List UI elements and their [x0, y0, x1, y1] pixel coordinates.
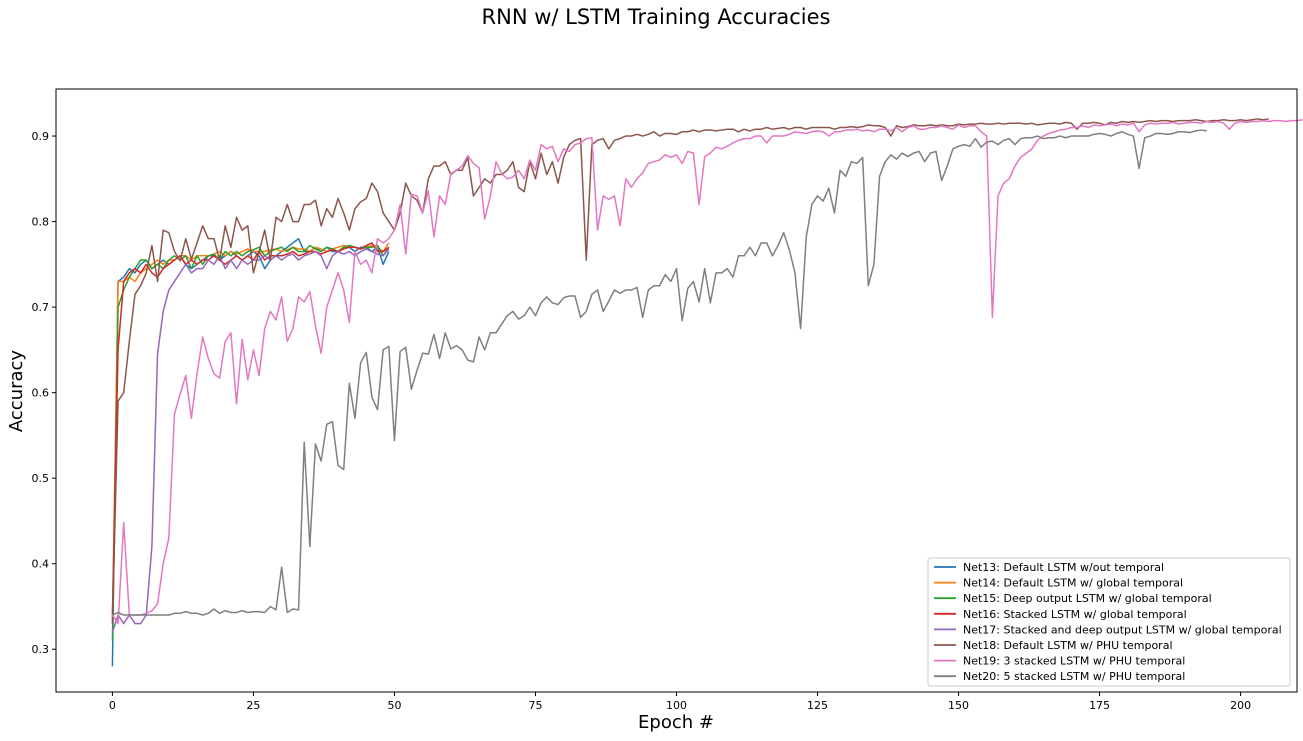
legend-box	[927, 557, 1291, 687]
y-tick-label: 0.5	[32, 472, 50, 485]
y-tick-label: 0.3	[32, 643, 50, 656]
series-line-8	[112, 129, 1207, 616]
y-tick-label: 0.8	[32, 216, 50, 229]
legend-label-5: Net17: Stacked and deep output LSTM w/ g…	[963, 623, 1282, 636]
x-tick-label: 25	[246, 699, 260, 712]
x-axis-title: Epoch #	[638, 712, 714, 733]
y-tick-label: 0.4	[32, 558, 50, 571]
y-tick-label: 0.9	[32, 130, 50, 143]
legend-label-6: Net18: Default LSTM w/ PHU temporal	[963, 639, 1173, 652]
x-ticks: 0 25 50 75 100 125 150 175 200	[109, 692, 1251, 712]
legend-label-1: Net13: Default LSTM w/out temporal	[963, 561, 1164, 574]
y-tick-label: 0.7	[32, 301, 50, 314]
legend-label-7: Net19: 3 stacked LSTM w/ PHU temporal	[963, 655, 1185, 668]
legend-label-2: Net14: Default LSTM w/ global temporal	[963, 577, 1183, 590]
series-line-6	[111, 118, 1269, 624]
series-line-1	[111, 237, 390, 667]
series-line-3	[111, 244, 390, 641]
x-tick-label: 125	[807, 699, 828, 712]
x-tick-label: 50	[387, 699, 401, 712]
x-tick-label: 150	[948, 699, 969, 712]
y-tick-label: 0.6	[32, 387, 50, 400]
y-ticks: 0.3 0.4 0.5 0.6 0.7 0.8 0.9	[32, 130, 56, 656]
x-tick-label: 200	[1230, 699, 1251, 712]
series-line-2	[111, 242, 390, 624]
legend-label-8: Net20: 5 stacked LSTM w/ PHU temporal	[963, 670, 1185, 683]
series-layer	[111, 118, 1303, 667]
series-line-4	[111, 242, 390, 616]
x-tick-label: 100	[666, 699, 687, 712]
y-axis-title: Accuracy	[6, 350, 27, 433]
chart-title: RNN w/ LSTM Training Accuracies	[482, 5, 831, 29]
x-tick-label: 0	[109, 699, 116, 712]
series-line-7	[111, 119, 1303, 625]
series-line-5	[111, 248, 390, 633]
legend-label-3: Net15: Deep output LSTM w/ global tempor…	[963, 592, 1212, 605]
x-tick-label: 75	[528, 699, 542, 712]
x-tick-label: 175	[1089, 699, 1110, 712]
legend: Net13: Default LSTM w/out temporal Net14:…	[927, 557, 1291, 687]
legend-label-4: Net16: Stacked LSTM w/ global temporal	[963, 608, 1187, 621]
